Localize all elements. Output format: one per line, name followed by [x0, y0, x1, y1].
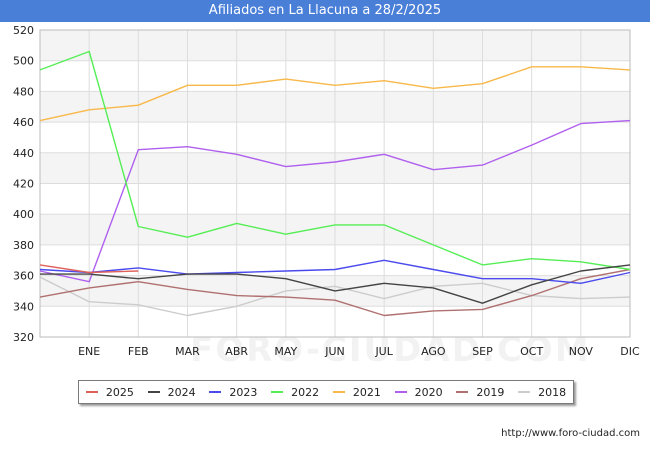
x-tick-label: JUL: [374, 345, 393, 358]
series-line-2022: [39, 50, 631, 271]
legend-label: 2022: [291, 385, 320, 399]
legend-item-2025: 2025: [85, 385, 134, 399]
legend-label: 2024: [167, 385, 196, 399]
x-tick-label: MAY: [274, 345, 297, 358]
legend-swatch: [271, 391, 284, 393]
y-tick-label: 420: [13, 178, 34, 191]
legend-label: 2025: [105, 385, 134, 399]
y-tick-label: 360: [13, 270, 34, 283]
legend-label: 2019: [476, 385, 505, 399]
series-line-2023: [39, 259, 631, 284]
source-credit[interactable]: http://www.foro-ciudad.com: [501, 428, 640, 439]
y-tick-label: 340: [13, 300, 34, 313]
series-line-2024: [40, 264, 631, 304]
x-tick-label: SEP: [472, 345, 493, 358]
x-tick-label: JUN: [324, 345, 345, 358]
legend-label: 2023: [229, 385, 258, 399]
legend-swatch: [147, 391, 160, 393]
legend-item-2022: 2022: [271, 386, 319, 399]
legend-swatch: [394, 391, 407, 393]
x-tick-label: DIC: [620, 345, 640, 358]
x-tick-label: AGO: [421, 345, 446, 358]
y-tick-label: 380: [13, 239, 34, 252]
legend-item-2018: 2018: [518, 386, 566, 399]
legend-item-2021: 2021: [332, 385, 381, 399]
x-tick-label: ABR: [225, 345, 248, 358]
chart-title: Afiliados en La Llacuna a 28/2/2025: [0, 0, 650, 22]
legend-swatch: [518, 391, 531, 393]
y-tick-label: 440: [13, 147, 34, 160]
x-tick-label: ENE: [78, 345, 100, 358]
legend-label: 2018: [538, 385, 567, 399]
legend-item-2023: 2023: [209, 386, 257, 399]
legend-label: 2020: [414, 385, 443, 399]
legend-swatch: [456, 391, 469, 393]
y-tick-label: 460: [13, 116, 34, 129]
legend-item-2020: 2020: [394, 385, 443, 399]
y-tick-label: 480: [13, 85, 34, 98]
y-tick-label: 400: [13, 208, 34, 221]
legend-label: 2021: [352, 385, 381, 399]
series-line-2020: [39, 119, 631, 283]
series-line-2025: [39, 264, 139, 274]
legend-item-2019: 2019: [456, 386, 504, 399]
x-tick-label: FEB: [128, 345, 149, 358]
series-line-2021: [39, 66, 631, 122]
series-line-2019: [39, 268, 631, 317]
legend-swatch: [209, 391, 222, 393]
y-tick-label: 500: [13, 55, 34, 68]
y-tick-label: 320: [13, 331, 34, 344]
legend-item-2024: 2024: [147, 385, 196, 399]
x-tick-label: OCT: [520, 345, 543, 358]
y-tick-label: 520: [13, 24, 34, 37]
chart-legend: 2025 2024 2023 2022 2021 2020 2019 2018: [78, 380, 574, 404]
legend-swatch: [85, 391, 98, 393]
x-tick-label: NOV: [569, 345, 594, 358]
plot-frame: [39, 29, 631, 338]
x-tick-label: MAR: [175, 345, 200, 358]
legend-swatch: [332, 391, 345, 393]
